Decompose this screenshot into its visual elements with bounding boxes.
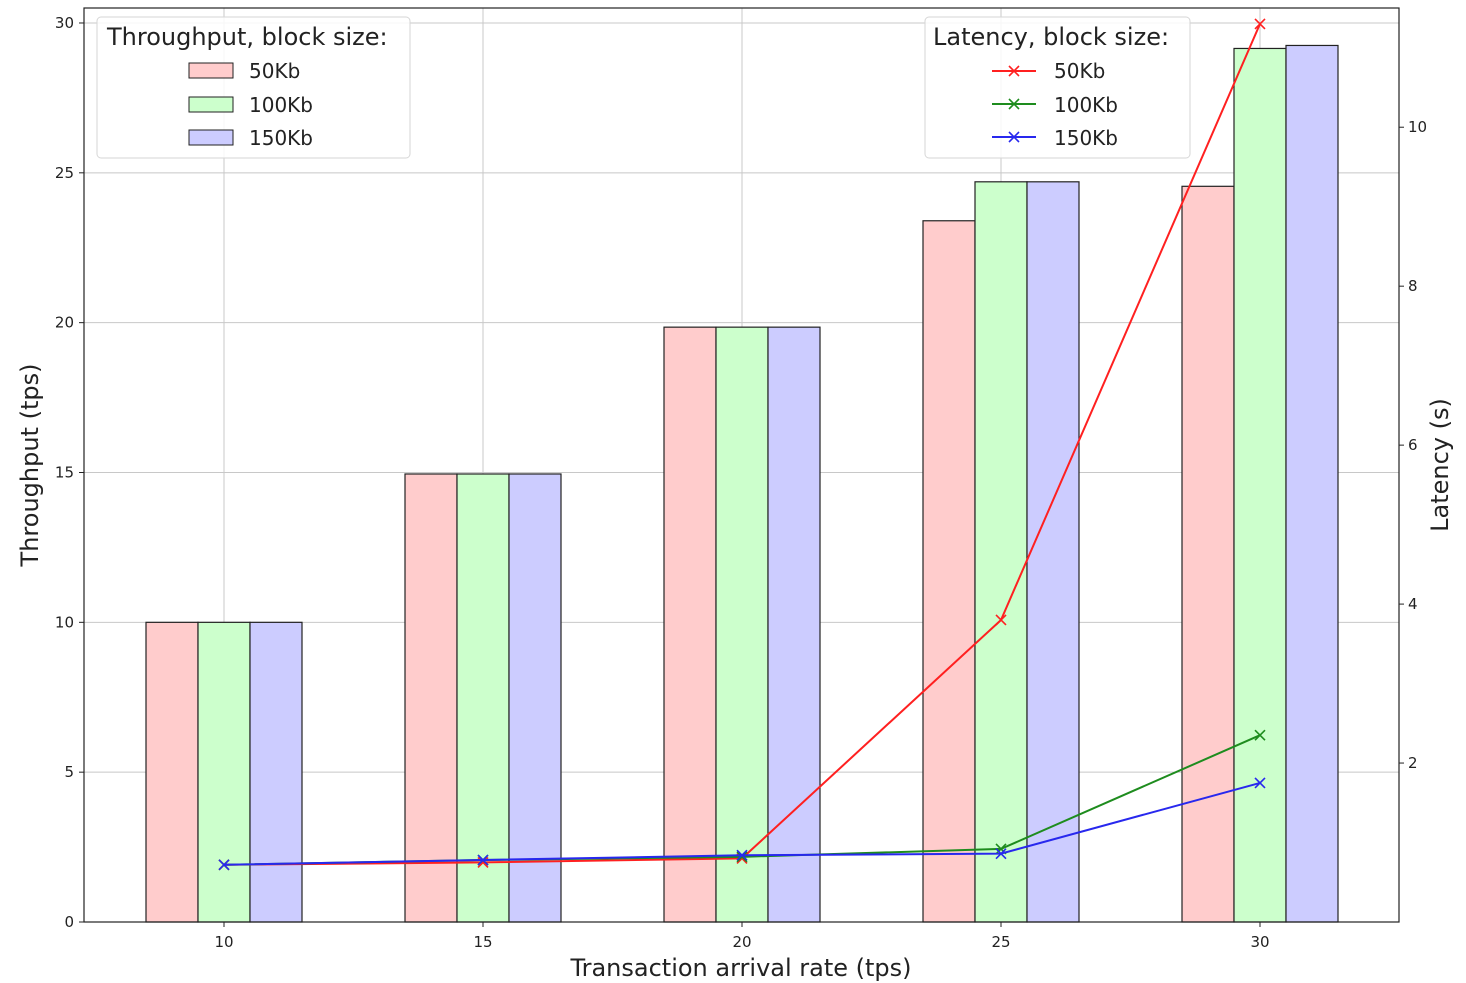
bar-150kb-10 (249, 621, 303, 923)
throughput-legend: Throughput, block size: 50Kb 100Kb 150Kb (96, 16, 411, 159)
latency-point-100kb-20 (736, 851, 748, 863)
y-tick-label: 5 (64, 763, 74, 781)
latency-point-100kb-30 (1254, 729, 1266, 741)
bar-50kb-15 (404, 473, 458, 923)
legend-swatch-100kb (188, 96, 234, 113)
y-tick-label: 0 (64, 913, 74, 931)
latency-point-150kb-20 (736, 849, 748, 861)
x-tick-label: 25 (991, 933, 1010, 951)
bar-50kb-10 (145, 621, 199, 923)
bar-50kb-25 (922, 220, 976, 923)
x-tick-label: 15 (473, 933, 492, 951)
y-tick-label: 20 (55, 314, 74, 332)
latency-legend-label-100kb: 100Kb (1054, 93, 1118, 117)
bar-100kb-25 (974, 181, 1028, 923)
y2-axis-title: Latency (s) (1426, 398, 1454, 532)
latency-point-150kb-25 (995, 848, 1007, 860)
bar-150kb-20 (767, 326, 821, 923)
legend-swatch-50kb (188, 62, 234, 79)
y-tick-label: 10 (55, 613, 74, 631)
y-tick-label: 25 (55, 164, 74, 182)
throughput-legend-box (96, 16, 411, 159)
bar-100kb-30 (1233, 47, 1287, 923)
bar-100kb-20 (715, 326, 769, 923)
legend-marker-150kb (1008, 131, 1020, 143)
x-axis-title: Transaction arrival rate (tps) (569, 954, 911, 982)
throughput-legend-label-100kb: 100Kb (249, 93, 313, 117)
x-tick-label: 30 (1250, 933, 1269, 951)
legend-swatch-150kb (188, 129, 234, 146)
latency-legend-box (924, 16, 1191, 159)
latency-legend-title: Latency, block size: (933, 23, 1169, 51)
latency-point-50kb-25 (995, 614, 1007, 626)
bar-150kb-25 (1026, 181, 1080, 923)
y2-tick-label: 8 (1408, 277, 1418, 295)
throughput-legend-label-150kb: 150Kb (249, 126, 313, 150)
legend-marker-100kb (1008, 98, 1020, 110)
latency-point-150kb-10 (218, 859, 230, 871)
throughput-legend-label-50kb: 50Kb (249, 59, 300, 83)
bar-50kb-30 (1181, 185, 1235, 923)
legend-marker-50kb (1008, 65, 1020, 77)
y-tick-label: 15 (55, 463, 74, 481)
bar-100kb-10 (197, 621, 251, 923)
latency-legend: Latency, block size: 50Kb 100Kb 150Kb (924, 16, 1191, 159)
y2-tick-label: 10 (1408, 118, 1427, 136)
y2-tick-label: 4 (1408, 595, 1418, 613)
latency-lines (218, 18, 1266, 871)
latency-legend-label-150kb: 150Kb (1054, 126, 1118, 150)
y2-tick-label: 2 (1408, 754, 1418, 772)
y-tick-label: 30 (55, 14, 74, 32)
y-axis-title: Throughput (tps) (16, 364, 44, 568)
latency-point-150kb-30 (1254, 777, 1266, 789)
bar-50kb-20 (663, 326, 717, 923)
bar-100kb-15 (456, 473, 510, 923)
x-tick-label: 20 (732, 933, 751, 951)
y2-tick-label: 6 (1408, 436, 1418, 454)
axis-ticks: 10 15 20 25 30 0 5 10 15 20 25 30 2 4 6 8 10 (55, 14, 1427, 951)
latency-point-150kb-15 (477, 854, 489, 866)
bar-150kb-15 (508, 473, 562, 923)
bar-150kb-30 (1285, 44, 1339, 923)
throughput-bars (145, 44, 1339, 923)
latency-legend-label-50kb: 50Kb (1054, 59, 1105, 83)
latency-point-50kb-30 (1254, 18, 1266, 30)
throughput-legend-title: Throughput, block size: (106, 23, 388, 51)
x-tick-label: 10 (214, 933, 233, 951)
